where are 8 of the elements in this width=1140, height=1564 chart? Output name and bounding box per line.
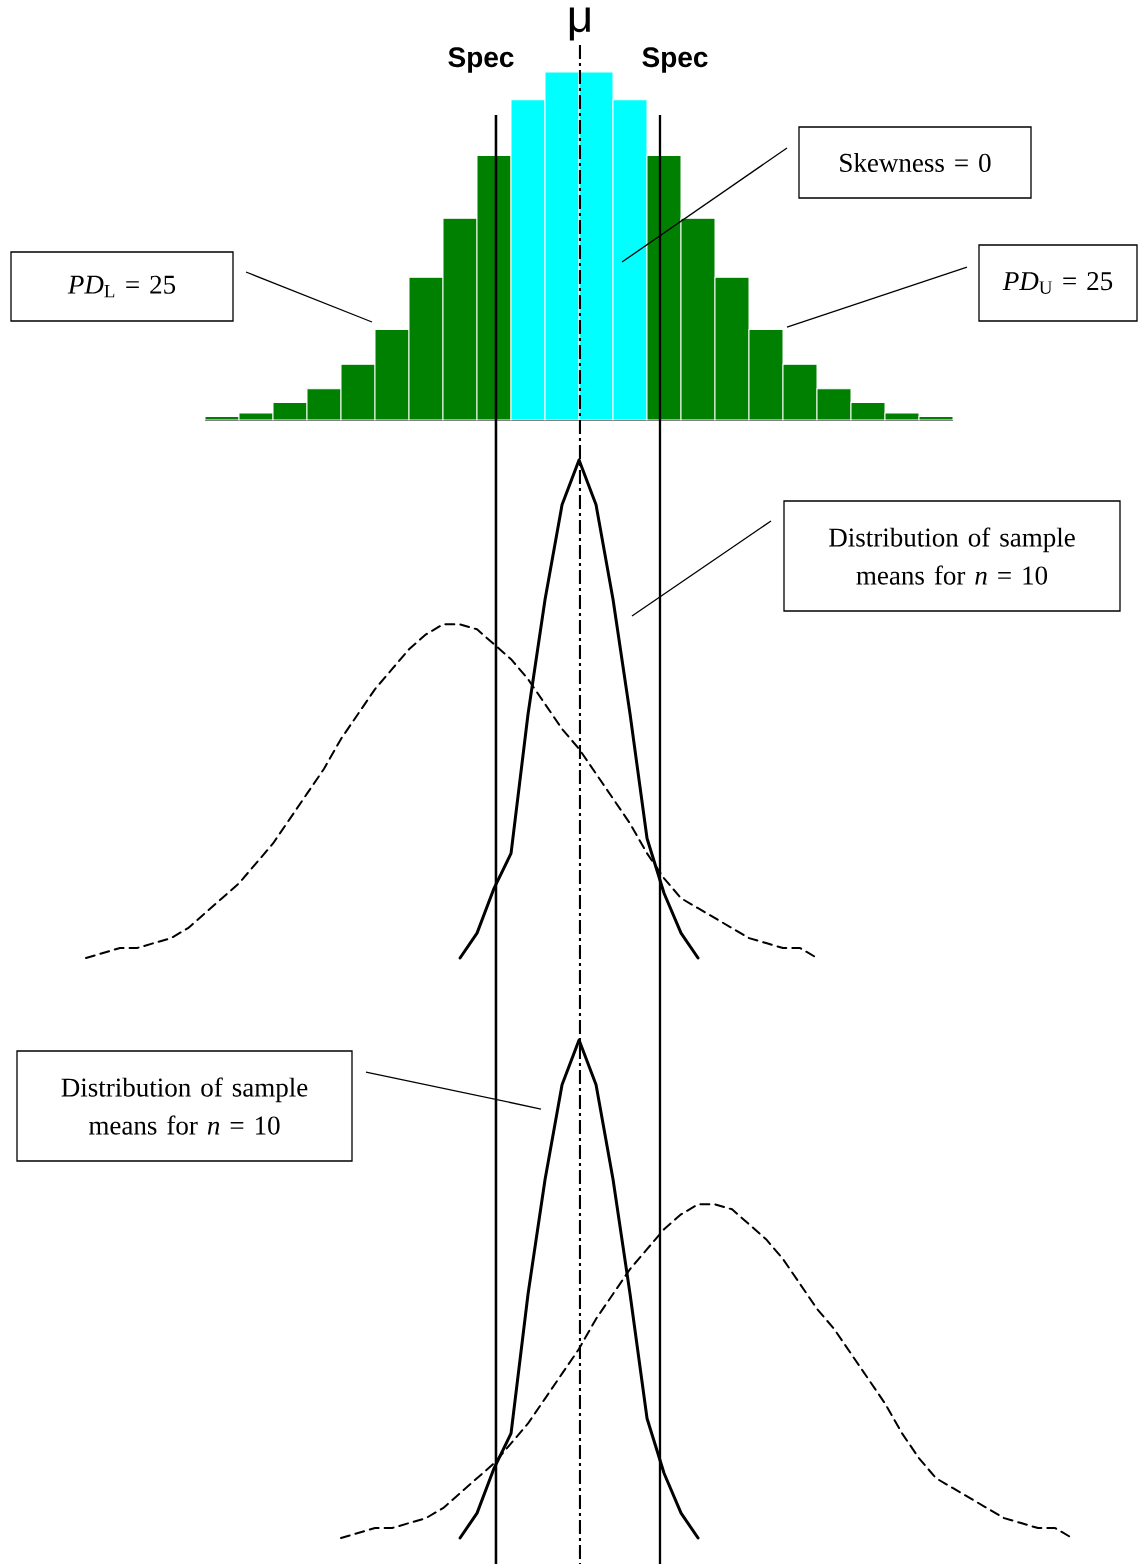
text: μ — [569, 7, 590, 41]
annotation: Distribution of sample means for n = 10 — [829, 527, 1075, 585]
annotation: Spec — [448, 47, 514, 73]
text: PD$_{U}$ = 25 — [1002, 272, 1113, 294]
annotation: Skewness = 0 — [840, 153, 991, 173]
annotation: Spec — [642, 47, 708, 73]
annotation: Distribution of sample means for n = 10 — [61, 1077, 308, 1135]
text: PD$_{L}$ = 25 — [67, 275, 176, 298]
